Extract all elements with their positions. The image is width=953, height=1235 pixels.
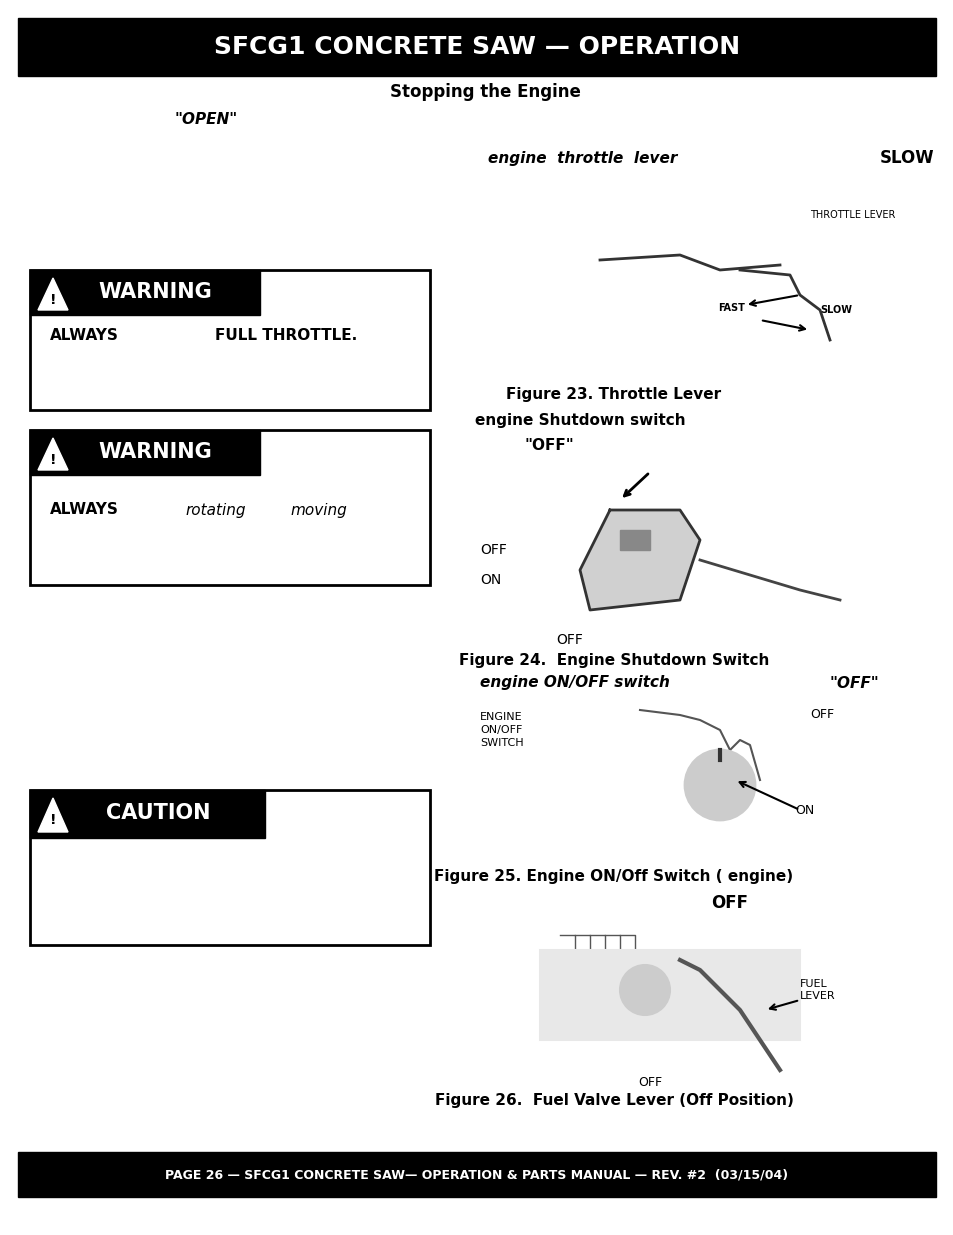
Text: !: ! bbox=[50, 813, 56, 827]
Text: ENGINE
ON/OFF
SWITCH: ENGINE ON/OFF SWITCH bbox=[479, 711, 523, 748]
Text: OFF: OFF bbox=[809, 709, 833, 721]
Bar bbox=[18, 1152, 935, 1197]
Text: OFF: OFF bbox=[479, 543, 506, 557]
Text: "OFF": "OFF" bbox=[524, 437, 574, 452]
Text: "OPEN": "OPEN" bbox=[174, 112, 238, 127]
Text: engine  throttle  lever: engine throttle lever bbox=[488, 151, 677, 165]
Text: ON: ON bbox=[479, 573, 500, 587]
Bar bbox=[18, 19, 935, 77]
Polygon shape bbox=[579, 510, 700, 610]
Bar bbox=[30, 430, 430, 585]
Bar bbox=[539, 950, 800, 1040]
Bar bbox=[30, 790, 265, 839]
Text: SLOW: SLOW bbox=[879, 149, 934, 167]
Text: FUEL
LEVER: FUEL LEVER bbox=[800, 979, 835, 1002]
Text: Figure 24.  Engine Shutdown Switch: Figure 24. Engine Shutdown Switch bbox=[458, 652, 768, 667]
Text: ALWAYS: ALWAYS bbox=[50, 327, 119, 342]
Text: SFCG1 CONCRETE SAW — OPERATION: SFCG1 CONCRETE SAW — OPERATION bbox=[213, 35, 740, 59]
Text: moving: moving bbox=[290, 503, 346, 517]
Text: FAST: FAST bbox=[718, 303, 744, 312]
Text: ALWAYS: ALWAYS bbox=[50, 503, 119, 517]
Polygon shape bbox=[38, 798, 68, 832]
Text: Stopping the Engine: Stopping the Engine bbox=[390, 83, 580, 101]
Circle shape bbox=[619, 965, 669, 1015]
Text: WARNING: WARNING bbox=[98, 442, 212, 462]
Bar bbox=[30, 430, 260, 475]
Circle shape bbox=[684, 750, 754, 820]
Text: PAGE 26 — SFCG1 CONCRETE SAW— OPERATION & PARTS MANUAL — REV. #2  (03/15/04): PAGE 26 — SFCG1 CONCRETE SAW— OPERATION … bbox=[165, 1168, 788, 1182]
Text: FULL THROTTLE.: FULL THROTTLE. bbox=[214, 327, 356, 342]
Polygon shape bbox=[38, 438, 68, 471]
Text: SLOW: SLOW bbox=[820, 305, 851, 315]
Text: !: ! bbox=[50, 453, 56, 467]
Text: "OFF": "OFF" bbox=[829, 676, 879, 690]
Text: engine ON/OFF switch: engine ON/OFF switch bbox=[479, 676, 669, 690]
Text: THROTTLE LEVER: THROTTLE LEVER bbox=[809, 210, 895, 220]
Text: Figure 23. Throttle Lever: Figure 23. Throttle Lever bbox=[506, 388, 720, 403]
Bar bbox=[30, 790, 430, 945]
Polygon shape bbox=[38, 278, 68, 310]
Text: CAUTION: CAUTION bbox=[106, 803, 210, 823]
Bar bbox=[619, 530, 649, 550]
Text: WARNING: WARNING bbox=[98, 282, 212, 303]
Text: ON: ON bbox=[794, 804, 814, 816]
Polygon shape bbox=[490, 175, 919, 380]
Bar bbox=[30, 270, 260, 315]
Text: OFF: OFF bbox=[711, 894, 748, 911]
Text: OFF: OFF bbox=[556, 634, 583, 647]
Text: OFF: OFF bbox=[638, 1077, 661, 1089]
Bar bbox=[30, 270, 430, 410]
Text: rotating: rotating bbox=[185, 503, 245, 517]
Text: !: ! bbox=[50, 293, 56, 308]
Text: engine Shutdown switch: engine Shutdown switch bbox=[475, 412, 685, 427]
Text: Figure 25. Engine ON/Off Switch ( engine): Figure 25. Engine ON/Off Switch ( engine… bbox=[434, 869, 793, 884]
Text: Figure 26.  Fuel Valve Lever (Off Position): Figure 26. Fuel Valve Lever (Off Positio… bbox=[435, 1093, 793, 1108]
